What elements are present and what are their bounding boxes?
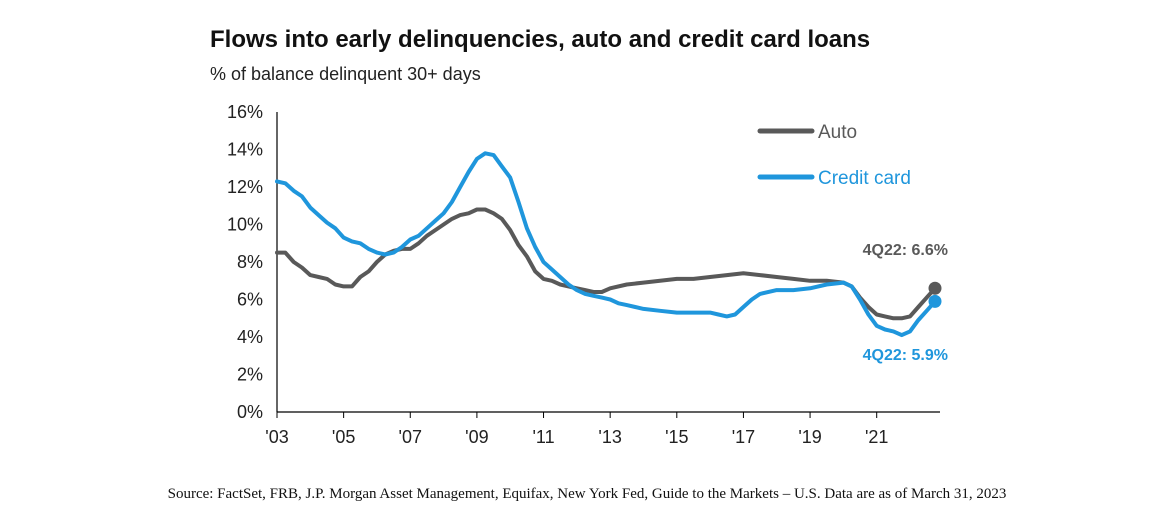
chart-subtitle: % of balance delinquent 30+ days: [210, 64, 481, 84]
x-tick-label: '17: [732, 427, 755, 447]
x-tick-label: '13: [598, 427, 621, 447]
series-line-credit-card: [275, 151, 937, 338]
chart-plot: 0% 2% 4% 6% 8% 10% 12% 14% 16% '03 '05 '07 '09 '11 '1…: [227, 102, 948, 447]
x-tick-label: '11: [532, 427, 554, 447]
x-tick-label: '07: [399, 427, 422, 447]
y-tick-label: 6%: [237, 290, 263, 310]
y-tick-label: 10%: [227, 215, 263, 235]
y-axis: 0% 2% 4% 6% 8% 10% 12% 14% 16%: [227, 102, 278, 422]
legend: Auto Credit card: [757, 122, 911, 189]
series-line-auto: [275, 207, 937, 321]
y-tick-label: 12%: [227, 177, 263, 197]
source-note: Source: FactSet, FRB, J.P. Morgan Asset …: [167, 486, 1007, 502]
y-tick-label: 2%: [237, 365, 263, 385]
x-tick-label: '19: [798, 427, 821, 447]
x-axis: '03 '05 '07 '09 '11 '13 '15 '17 '19 '21: [265, 411, 940, 447]
x-tick-label: '05: [332, 427, 355, 447]
annotations: 4Q22: 6.6% 4Q22: 5.9%: [863, 242, 948, 364]
y-tick-label: 16%: [227, 102, 263, 122]
annotation-credit-end: 4Q22: 5.9%: [863, 347, 948, 364]
y-tick-label: 8%: [237, 252, 263, 272]
series-end-marker-credit-card: [928, 294, 942, 308]
y-tick-label: 14%: [227, 140, 263, 160]
y-tick-label: 4%: [237, 327, 263, 347]
chart-title: Flows into early delinquencies, auto and…: [210, 26, 871, 53]
x-tick-label: '15: [665, 427, 688, 447]
legend-label-credit-card: Credit card: [818, 168, 911, 189]
series-end-marker-auto: [928, 281, 942, 295]
x-tick-label: '09: [465, 427, 488, 447]
annotation-auto-end: 4Q22: 6.6%: [863, 242, 948, 259]
x-tick-label: '21: [865, 427, 888, 447]
y-tick-label: 0%: [237, 402, 263, 422]
x-tick-label: '03: [265, 427, 288, 447]
legend-label-auto: Auto: [818, 122, 857, 143]
series-layer: [275, 151, 942, 338]
